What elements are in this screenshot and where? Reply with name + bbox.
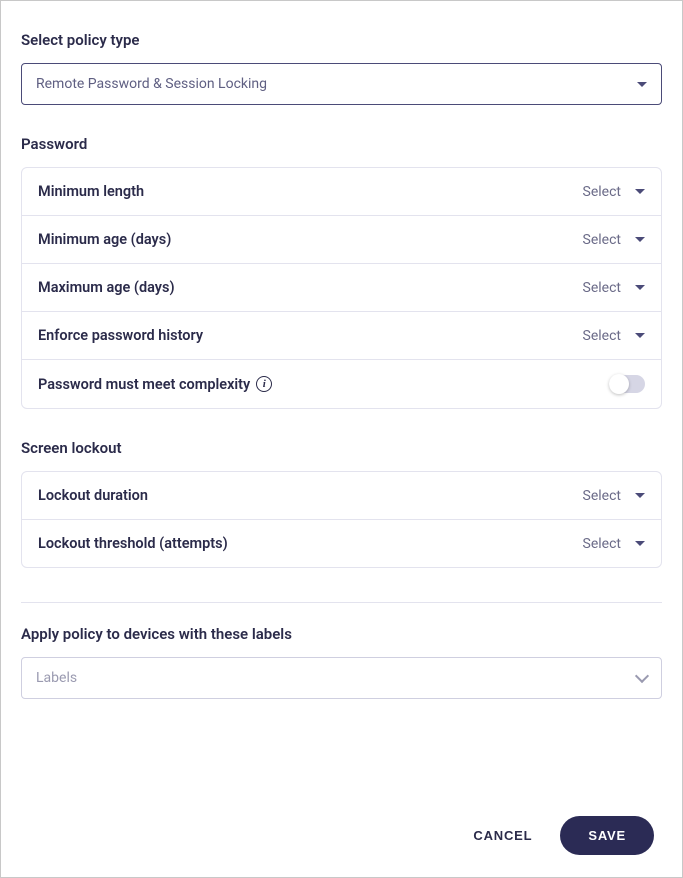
chevron-down-icon [635, 285, 645, 290]
chevron-down-icon [635, 493, 645, 498]
row-complexity: Password must meet complexity i [22, 360, 661, 408]
row-label: Minimum length [38, 183, 144, 200]
labels-placeholder: Labels [36, 670, 77, 686]
info-icon[interactable]: i [256, 376, 272, 392]
row-enforce-history: Enforce password history Select [22, 312, 661, 360]
row-label: Lockout threshold (attempts) [38, 535, 228, 552]
select-value: Select [583, 536, 621, 552]
select-dropdown[interactable]: Select [583, 488, 645, 504]
save-button[interactable]: SAVE [560, 816, 654, 855]
row-label: Password must meet complexity i [38, 376, 272, 393]
cancel-button[interactable]: CANCEL [473, 828, 532, 843]
apply-labels-title: Apply policy to devices with these label… [21, 625, 662, 643]
labels-dropdown[interactable]: Labels [21, 657, 662, 699]
row-label: Minimum age (days) [38, 231, 171, 248]
select-dropdown[interactable]: Select [583, 184, 645, 200]
screen-lockout-card: Lockout duration Select Lockout threshol… [21, 471, 662, 568]
scroll-area[interactable]: Select policy type Remote Password & Ses… [1, 1, 682, 794]
select-dropdown[interactable]: Select [583, 280, 645, 296]
row-maximum-age: Maximum age (days) Select [22, 264, 661, 312]
chevron-down-icon [635, 669, 649, 683]
select-dropdown[interactable]: Select [583, 328, 645, 344]
row-label: Enforce password history [38, 327, 203, 344]
screen-lockout-title: Screen lockout [21, 439, 662, 457]
chevron-down-icon [635, 541, 645, 546]
select-value: Select [583, 184, 621, 200]
chevron-down-icon [635, 333, 645, 338]
row-label: Lockout duration [38, 487, 148, 504]
policy-type-title: Select policy type [21, 31, 662, 49]
select-value: Select [583, 232, 621, 248]
select-value: Select [583, 280, 621, 296]
row-lockout-duration: Lockout duration Select [22, 472, 661, 520]
row-minimum-length: Minimum length Select [22, 168, 661, 216]
complexity-label-text: Password must meet complexity [38, 376, 250, 393]
complexity-toggle[interactable] [609, 375, 645, 393]
policy-type-dropdown[interactable]: Remote Password & Session Locking [21, 63, 662, 105]
select-value: Select [583, 328, 621, 344]
select-value: Select [583, 488, 621, 504]
select-dropdown[interactable]: Select [583, 232, 645, 248]
spacer [21, 699, 662, 739]
chevron-down-icon [635, 237, 645, 242]
password-section-title: Password [21, 135, 662, 153]
dialog-frame: Select policy type Remote Password & Ses… [0, 0, 683, 878]
password-card: Minimum length Select Minimum age (days)… [21, 167, 662, 409]
policy-type-value: Remote Password & Session Locking [36, 76, 267, 92]
row-label: Maximum age (days) [38, 279, 175, 296]
row-lockout-threshold: Lockout threshold (attempts) Select [22, 520, 661, 567]
chevron-down-icon [635, 189, 645, 194]
toggle-knob [609, 374, 629, 394]
row-minimum-age: Minimum age (days) Select [22, 216, 661, 264]
select-dropdown[interactable]: Select [583, 536, 645, 552]
divider [21, 602, 662, 603]
chevron-down-icon [637, 82, 647, 87]
footer: CANCEL SAVE [1, 794, 682, 877]
